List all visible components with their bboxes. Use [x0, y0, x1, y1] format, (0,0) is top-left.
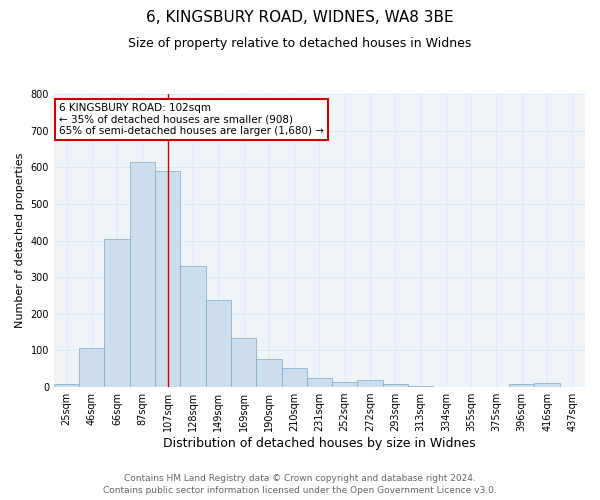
Bar: [79, 348, 104, 387]
Bar: [383, 384, 408, 387]
X-axis label: Distribution of detached houses by size in Widnes: Distribution of detached houses by size …: [163, 437, 476, 450]
Text: 6 KINGSBURY ROAD: 102sqm
← 35% of detached houses are smaller (908)
65% of semi-: 6 KINGSBURY ROAD: 102sqm ← 35% of detach…: [59, 103, 324, 136]
Bar: [130, 162, 155, 387]
Bar: [509, 384, 535, 387]
Bar: [54, 384, 79, 387]
Text: Contains HM Land Registry data © Crown copyright and database right 2024.
Contai: Contains HM Land Registry data © Crown c…: [103, 474, 497, 495]
Text: 6, KINGSBURY ROAD, WIDNES, WA8 3BE: 6, KINGSBURY ROAD, WIDNES, WA8 3BE: [146, 10, 454, 25]
Bar: [256, 358, 281, 387]
Bar: [155, 171, 181, 387]
Bar: [358, 380, 383, 387]
Y-axis label: Number of detached properties: Number of detached properties: [15, 153, 25, 328]
Text: Size of property relative to detached houses in Widnes: Size of property relative to detached ho…: [128, 38, 472, 51]
Bar: [104, 240, 130, 387]
Bar: [181, 266, 206, 387]
Bar: [206, 300, 231, 387]
Bar: [408, 386, 433, 387]
Bar: [307, 378, 332, 387]
Bar: [332, 382, 358, 387]
Bar: [535, 384, 560, 387]
Bar: [231, 338, 256, 387]
Bar: [281, 368, 307, 387]
